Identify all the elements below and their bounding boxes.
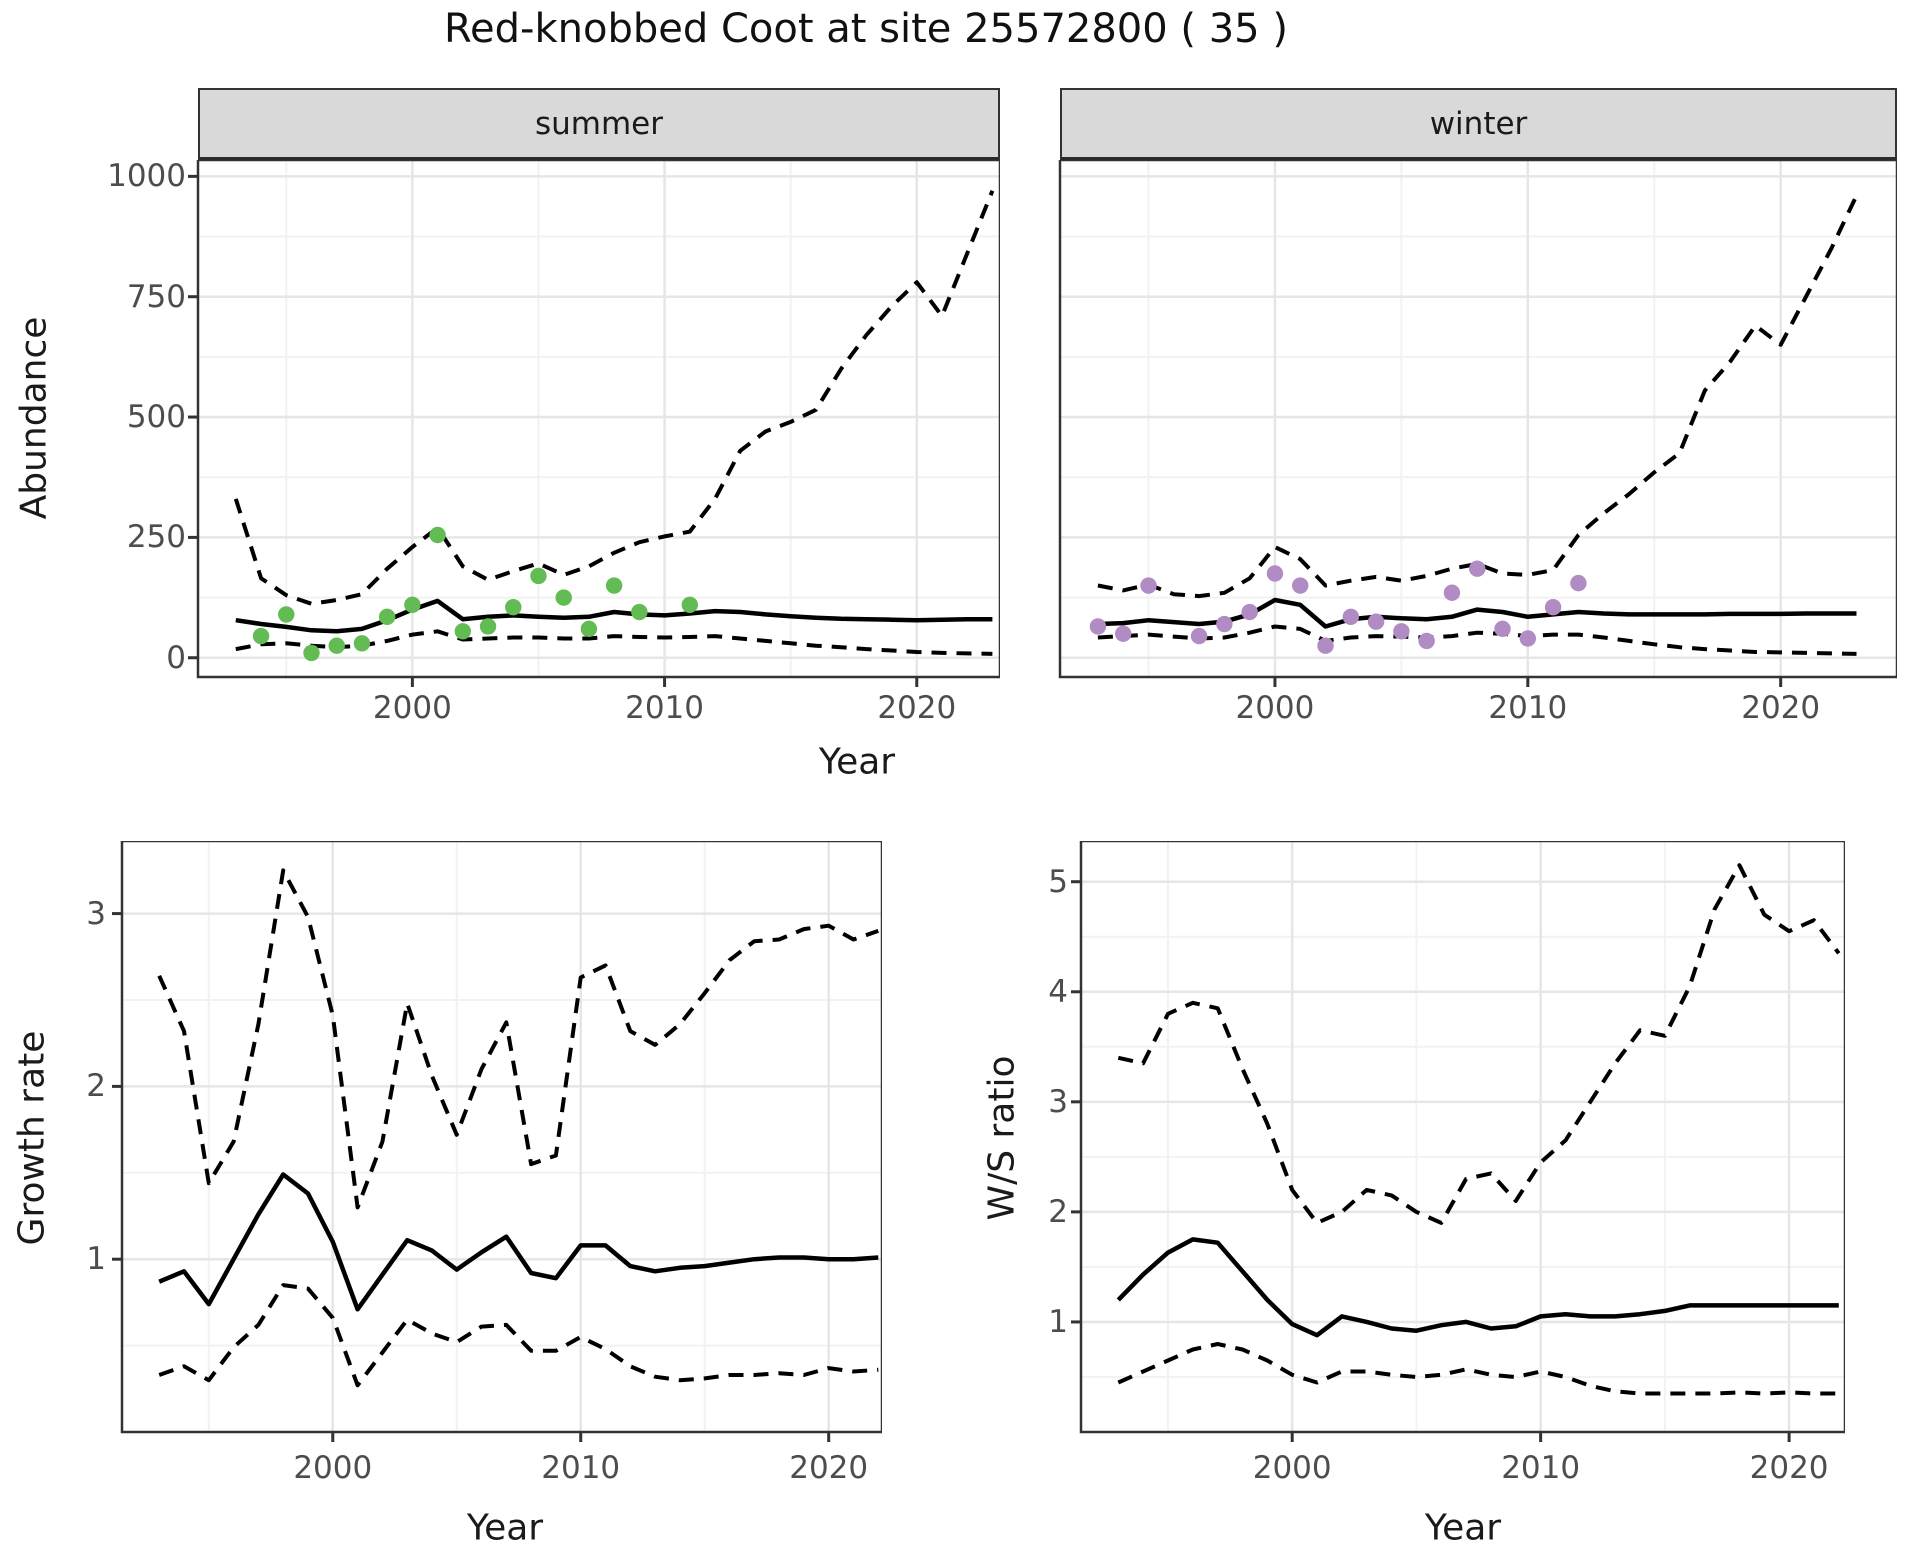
abundance-summer-observed-point	[303, 644, 320, 662]
abundance-summer-observed-point	[429, 526, 446, 544]
abundance-winter-observed-point	[1140, 577, 1157, 594]
abundance-summer-observed-point	[404, 596, 421, 613]
abundance-summer-observed-point	[631, 603, 648, 621]
ws-ratio-estimate-line	[1116, 1237, 1839, 1338]
ws-ratio-panel	[1071, 841, 1845, 1442]
growth-rate-estimate-line	[158, 1172, 879, 1312]
abundance-winter-observed-point	[1317, 637, 1334, 654]
growth-rate-panel	[112, 841, 882, 1442]
abundance-winter-observed-point	[1393, 623, 1410, 640]
abundance-summer-observed-point	[605, 577, 623, 594]
x-tick-label: 2000	[1252, 1450, 1332, 1486]
abundance-winter-observed-point	[1190, 627, 1208, 645]
abundance-winter-estimate-line	[1097, 597, 1857, 629]
x-tick-label: 2020	[789, 1450, 869, 1486]
x-tick-label: 2020	[1749, 1450, 1829, 1486]
x-tick-label: 2010	[1501, 1450, 1581, 1486]
y-tick-label: 500	[126, 399, 186, 436]
x-tick-label: 2010	[625, 690, 705, 726]
abundance-winter-observed-point	[1570, 574, 1587, 592]
y-tick-label: 3	[1048, 1083, 1068, 1120]
abundance-summer-observed-point	[479, 618, 497, 635]
x-tick-label: 2000	[372, 690, 452, 726]
growth-rate-lower_ci-line	[158, 1283, 879, 1388]
abundance-summer-observed-point	[252, 627, 270, 645]
abundance-winter-observed-point	[1494, 620, 1511, 638]
abundance-winter-observed-point	[1443, 584, 1461, 601]
facet-strip-summer: summer	[198, 88, 1000, 160]
y-tick-label: 0	[166, 639, 186, 676]
abundance-summer-observed-point	[505, 599, 522, 616]
abundance-winter-lower_ci-line	[1097, 624, 1857, 656]
abundance-summer-observed-point	[530, 567, 547, 585]
facet-strip-winter: winter	[1060, 88, 1897, 160]
summer-abundance-panel	[188, 160, 1000, 687]
y-tick-label: 5	[1048, 863, 1068, 900]
bottom-right-year-axis-title: Year	[1424, 1507, 1502, 1549]
growth-rate-upper_ci-line	[157, 868, 879, 1210]
abundance-winter-observed-point	[1469, 560, 1486, 577]
y-tick-label: 4	[1048, 973, 1068, 1010]
y-tick-label: 2	[86, 1068, 106, 1105]
bottom-left-year-axis-title: Year	[466, 1507, 544, 1549]
y-tick-label: 1	[1048, 1303, 1068, 1340]
abundance-summer-lower_ci-line	[235, 629, 993, 656]
abundance-winter-observed-point	[1367, 613, 1385, 630]
abundance-summer-observed-point	[454, 623, 472, 640]
x-tick-label: 2020	[877, 690, 957, 726]
abundance-winter-observed-point	[1216, 615, 1233, 633]
top-year-axis-title: Year	[818, 741, 896, 783]
abundance-summer-observed-point	[328, 637, 345, 654]
abundance-winter-observed-point	[1519, 630, 1537, 647]
abundance-summer-upper_ci-line	[233, 190, 995, 606]
y-tick-label: 1000	[107, 158, 186, 195]
abundance-winter-observed-point	[1089, 618, 1107, 635]
abundance-winter-observed-point	[1266, 565, 1284, 582]
abundance-summer-observed-point	[353, 635, 371, 652]
abundance-winter-observed-point	[1342, 608, 1360, 626]
abundance-winter-upper_ci-line	[1097, 194, 1859, 599]
x-tick-label: 2000	[1235, 690, 1315, 726]
ws-ratio-lower_ci-line	[1117, 1342, 1839, 1396]
abundance-summer-observed-point	[378, 608, 396, 626]
x-tick-label: 2010	[1488, 690, 1568, 726]
growth-rate-axis-title: Growth rate	[11, 1030, 53, 1246]
facet-strip-winter-label: winter	[1429, 105, 1528, 142]
y-tick-label: 750	[126, 278, 186, 315]
x-tick-label: 2020	[1741, 690, 1821, 726]
ws-ratio-upper_ci-line	[1117, 863, 1841, 1225]
abundance-summer-observed-point	[278, 606, 295, 623]
facet-strip-summer-label: summer	[534, 105, 663, 142]
abundance-summer-observed-point	[580, 620, 598, 638]
x-tick-label: 2010	[541, 1450, 621, 1486]
y-tick-label: 1	[86, 1241, 106, 1278]
abundance-winter-observed-point	[1544, 599, 1562, 616]
x-tick-label: 2000	[293, 1450, 373, 1486]
abundance-summer-observed-point	[681, 596, 698, 613]
abundance-summer-estimate-line	[235, 598, 993, 634]
winter-abundance-panel	[1058, 160, 1897, 687]
abundance-summer-observed-point	[555, 589, 572, 606]
abundance-winter-observed-point	[1292, 577, 1309, 594]
abundance-winter-observed-point	[1418, 632, 1435, 650]
y-tick-label: 250	[126, 519, 186, 556]
y-tick-label: 3	[86, 895, 106, 932]
page-title: Red-knobbed Coot at site 25572800 ( 35 )	[444, 6, 1288, 52]
y-tick-label: 2	[1048, 1193, 1068, 1230]
abundance-winter-observed-point	[1115, 625, 1132, 642]
abundance-winter-observed-point	[1241, 603, 1258, 621]
